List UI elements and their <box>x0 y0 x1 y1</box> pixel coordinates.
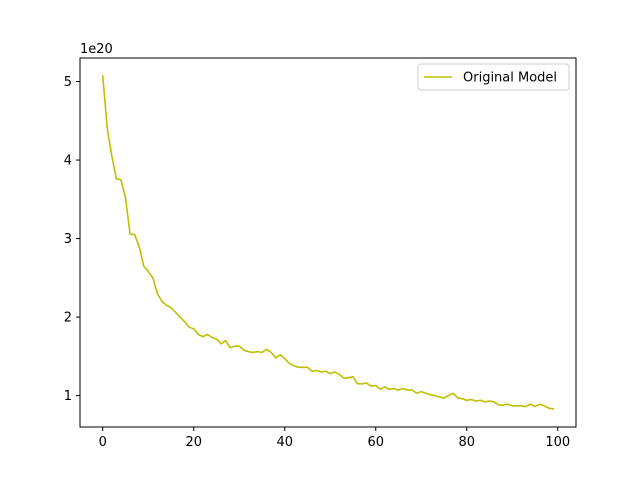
y-tick-label: 4 <box>64 154 72 169</box>
series-line <box>101 75 555 410</box>
y-tick-label: 1 <box>64 389 72 404</box>
legend-label: Original Model <box>463 71 557 86</box>
x-tick-label: 20 <box>185 435 202 450</box>
x-tick-label: 0 <box>99 435 107 450</box>
y-tick-label: 2 <box>64 311 72 326</box>
x-tick-label: 80 <box>459 435 476 450</box>
y-tick-label: 5 <box>64 75 72 90</box>
axes-frame <box>79 57 577 428</box>
legend-box <box>417 63 570 91</box>
y-tick-label: 3 <box>64 232 72 247</box>
x-tick-label: 40 <box>276 435 293 450</box>
x-tick-label: 60 <box>368 435 385 450</box>
y-offset-label: 1e20 <box>80 42 113 57</box>
legend: Original Model <box>417 63 570 91</box>
x-tick-label: 100 <box>545 435 570 450</box>
plot-area: 0 20 40 60 80 100 1 2 3 4 5 <box>64 57 577 450</box>
